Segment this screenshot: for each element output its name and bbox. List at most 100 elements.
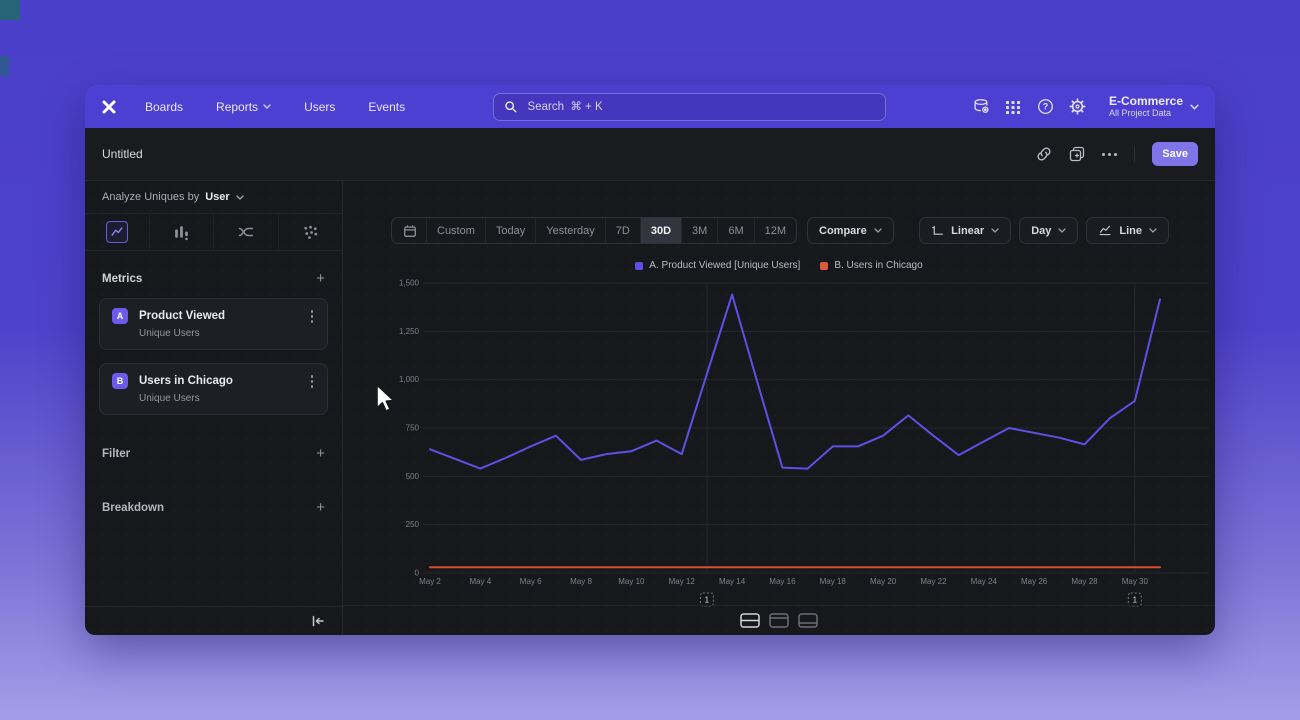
gridlines [423, 282, 1209, 574]
flow-icon [238, 227, 253, 237]
nav-item-label: Boards [145, 99, 184, 114]
analyze-selector[interactable]: Analyze Uniques by User [85, 181, 342, 214]
svg-text:May 12: May 12 [669, 577, 696, 586]
help-icon[interactable]: ? [1037, 98, 1054, 115]
range-custom[interactable]: Custom [426, 218, 485, 243]
svg-text:May 4: May 4 [469, 577, 491, 586]
svg-text:1,250: 1,250 [399, 327, 420, 336]
svg-text:May 2: May 2 [419, 577, 441, 586]
range-12m[interactable]: 12M [753, 218, 796, 243]
svg-text:May 30: May 30 [1122, 577, 1149, 586]
series-lines[interactable] [429, 293, 1161, 569]
search-input[interactable] [525, 99, 875, 114]
chart-legend: A. Product Viewed [Unique Users] B. Users… [343, 260, 1215, 271]
report-title[interactable]: Untitled [102, 147, 143, 161]
bar-chart-icon [174, 225, 188, 240]
interval-selector[interactable]: Day [1019, 217, 1079, 244]
chart-type-label: Line [1119, 224, 1142, 237]
add-filter-button[interactable]: + [316, 445, 325, 462]
tab-scatter[interactable] [279, 214, 343, 250]
svg-text:1: 1 [705, 596, 710, 605]
tab-flow[interactable] [214, 214, 279, 250]
filter-section-header: Filter + [85, 445, 342, 462]
artifact-square [0, 0, 20, 20]
svg-text:May 6: May 6 [520, 577, 542, 586]
chevron-down-icon [991, 228, 999, 233]
add-metric-button[interactable]: + [316, 270, 325, 287]
divider [1134, 146, 1136, 162]
chart-panel: Custom Today Yesterday 7D 30D 3M 6M 12M … [343, 181, 1215, 635]
y-axis-labels: 0 250 500 750 1,000 1,250 1,500 [399, 279, 420, 578]
nav-item-boards[interactable]: Boards [145, 100, 183, 114]
add-breakdown-button[interactable]: + [316, 499, 325, 516]
range-yesterday[interactable]: Yesterday [535, 218, 605, 243]
chevron-down-icon [1058, 228, 1067, 233]
collapse-left-icon[interactable] [310, 613, 326, 629]
nav-item-events[interactable]: Events [368, 100, 405, 114]
metric-card-b[interactable]: B Users in Chicago Unique Users [99, 363, 328, 415]
top-nav: Boards Reports Users Events [85, 85, 1215, 128]
mixpanel-logo[interactable] [101, 99, 117, 115]
metric-subtitle[interactable]: Unique Users [139, 327, 200, 339]
svg-text:May 22: May 22 [920, 577, 947, 586]
range-today[interactable]: Today [484, 218, 535, 243]
legend-label: A. Product Viewed [Unique Users] [649, 260, 801, 271]
project-name: E-Commerce [1108, 93, 1183, 108]
annotation-badge[interactable] [1127, 592, 1142, 607]
range-30d[interactable]: 30D [639, 218, 682, 243]
chart-type-selector[interactable]: Line [1086, 217, 1169, 244]
link-icon[interactable] [1036, 146, 1052, 162]
chevron-down-icon [236, 194, 244, 200]
range-7d[interactable]: 7D [604, 218, 640, 243]
duplicate-icon[interactable] [1069, 146, 1085, 162]
settings-icon[interactable] [1069, 98, 1086, 115]
scale-selector[interactable]: Linear [919, 217, 1012, 244]
metric-name: Users in Chicago [139, 375, 233, 388]
metrics-section-header: Metrics + [85, 270, 342, 287]
project-selector[interactable]: E-Commerce All Project Data [1108, 93, 1199, 119]
line-chart-icon [1099, 225, 1111, 236]
nav-item-label: Events [368, 99, 406, 114]
series-line[interactable] [429, 293, 1161, 470]
svg-text:?: ? [1043, 102, 1049, 112]
apps-grid-icon[interactable] [1005, 98, 1022, 115]
compare-button[interactable]: Compare [807, 217, 894, 244]
more-options-icon[interactable] [1102, 152, 1118, 156]
legend-item[interactable]: A. Product Viewed [Unique Users] [635, 260, 800, 271]
metric-menu-icon[interactable] [309, 373, 316, 390]
metric-card-a[interactable]: A Product Viewed Unique Users [99, 298, 328, 350]
svg-text:May 14: May 14 [719, 577, 746, 586]
chart-type-tabs [85, 214, 342, 251]
range-6m[interactable]: 6M [717, 218, 753, 243]
search-bar[interactable] [492, 92, 886, 121]
nav-item-users[interactable]: Users [304, 100, 335, 114]
metric-badge: B [112, 373, 128, 390]
nav-item-label: Reports [216, 99, 259, 114]
tab-line-chart[interactable] [85, 214, 150, 250]
svg-text:1: 1 [1133, 596, 1138, 605]
layout-table-focus-button[interactable] [797, 612, 819, 629]
legend-item[interactable]: B. Users in Chicago [820, 260, 923, 271]
layout-toggle-bar [343, 605, 1215, 635]
svg-text:May 18: May 18 [820, 577, 847, 586]
chart-toolbar: Custom Today Yesterday 7D 30D 3M 6M 12M … [391, 217, 1169, 244]
metric-subtitle[interactable]: Unique Users [139, 392, 200, 404]
axis-scale-icon [932, 225, 944, 235]
annotation-badge[interactable] [699, 592, 714, 607]
range-3m[interactable]: 3M [681, 218, 717, 243]
calendar-icon[interactable] [392, 218, 426, 243]
x-axis-labels: May 2 May 4 May 6 May 8 May 10 May 12 May 14 Ma… [419, 577, 1148, 586]
metric-menu-icon[interactable] [309, 308, 316, 325]
save-button[interactable]: Save [1152, 142, 1198, 166]
layout-split-view-button[interactable] [739, 612, 761, 629]
data-settings-icon[interactable] [973, 98, 990, 115]
layout-chart-focus-button[interactable] [768, 612, 790, 629]
analyze-label: Analyze Uniques by [102, 191, 200, 203]
nav-item-reports[interactable]: Reports [216, 100, 271, 114]
chevron-down-icon [1149, 228, 1157, 233]
artifact-square [0, 56, 9, 76]
tab-bar-chart[interactable] [150, 214, 214, 250]
